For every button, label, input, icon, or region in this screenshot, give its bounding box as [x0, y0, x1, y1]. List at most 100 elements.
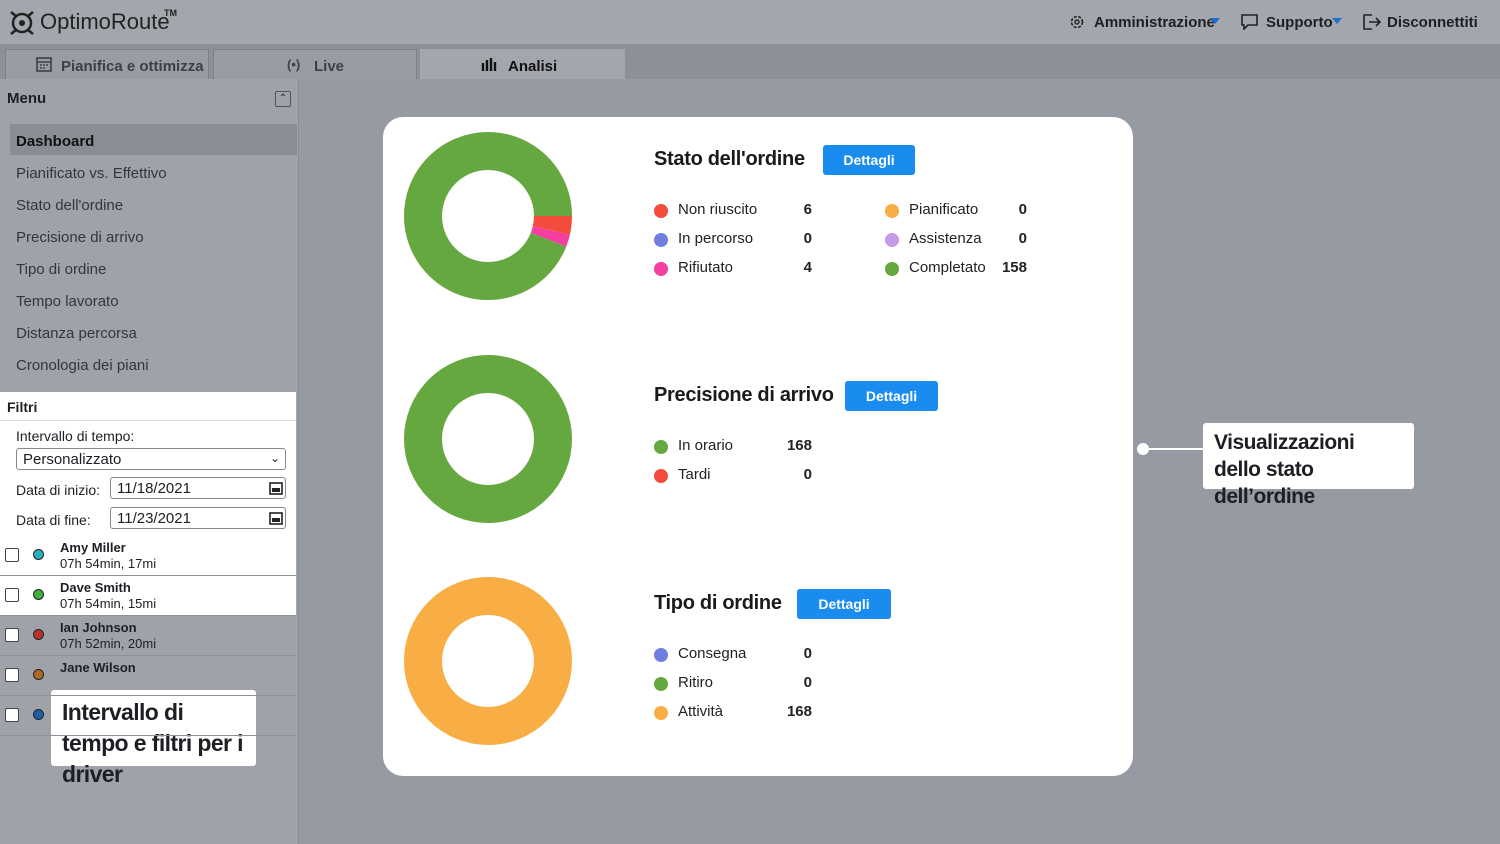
tab[interactable]: [5, 49, 209, 79]
legend-dot: [654, 204, 668, 218]
legend-value: 0: [803, 674, 812, 691]
driver-row-border: [0, 735, 296, 736]
menu-item[interactable]: Dashboard: [16, 133, 95, 150]
panel-title: Tipo di ordine: [654, 592, 782, 614]
panel-title: Stato dell'ordine: [654, 148, 805, 170]
driver-name: Ian Johnson: [60, 620, 137, 635]
legend-label: Consegna: [678, 645, 747, 662]
legend-value: 4: [803, 259, 812, 276]
tab-label: Live: [314, 58, 345, 75]
donut-segment: [403, 355, 572, 523]
driver-color: [33, 549, 44, 560]
callout-line: [1143, 448, 1203, 450]
menu-item[interactable]: Pianificato vs. Effettivo: [16, 165, 167, 182]
callout: Intervallo di tempo e filtri per i drive…: [51, 690, 256, 787]
menu-item[interactable]: Tempo lavorato: [16, 293, 119, 310]
admin-menu[interactable]: Amministrazione: [1094, 14, 1215, 31]
checkbox[interactable]: [5, 708, 19, 722]
support-menu[interactable]: Supporto: [1266, 14, 1333, 31]
tab-active[interactable]: [420, 49, 625, 79]
menu-item[interactable]: Precisione di arrivo: [16, 229, 144, 246]
legend-dot: [885, 233, 899, 247]
collapse-button[interactable]: ⌃: [275, 91, 291, 107]
chat-icon: [1241, 14, 1258, 30]
callout-dot: [1137, 443, 1149, 455]
driver-name: Dave Smith: [60, 580, 131, 595]
driver-detail: 07h 54min, 17mi: [60, 556, 157, 571]
driver-row-border: [0, 575, 296, 576]
donut-segment: [530, 225, 570, 247]
legend-label: Non riuscito: [678, 201, 758, 218]
checkbox[interactable]: [5, 628, 19, 642]
driver-color: [33, 589, 44, 600]
driver-row: [0, 575, 296, 615]
caret: [1332, 18, 1342, 24]
gear-icon: [1070, 15, 1084, 29]
legend-label: Rifiutato: [678, 259, 734, 276]
logout[interactable]: Disconnettiti: [1387, 14, 1478, 31]
legend-label: In orario: [678, 437, 734, 454]
logout-icon: [1363, 14, 1381, 30]
legend-label: Attività: [678, 703, 724, 720]
calendar-icon: [269, 482, 283, 495]
filter-title: Filtri: [7, 399, 38, 415]
legend-value: 0: [803, 230, 812, 247]
legend-value: 6: [803, 201, 812, 218]
donut-segment: [403, 577, 572, 745]
panel-title: Precisione di arrivo: [654, 384, 834, 406]
trademark: TM: [164, 8, 177, 18]
driver-color: [33, 709, 44, 720]
range-select[interactable]: Personalizzato: [16, 448, 286, 470]
details-button[interactable]: Dettagli: [845, 381, 938, 411]
menu-item[interactable]: Stato dell'ordine: [16, 197, 124, 214]
tab[interactable]: [213, 49, 417, 79]
donut-segment: [532, 215, 572, 235]
driver-row-border: [0, 695, 296, 696]
legend-label: Tardi: [678, 466, 711, 483]
donut-segment: [404, 132, 572, 300]
checkbox[interactable]: [5, 548, 19, 562]
logo-icon: [10, 11, 34, 35]
legend-dot: [654, 706, 668, 720]
live-icon: (•): [287, 57, 301, 72]
range-label: Intervallo di tempo:: [16, 428, 135, 444]
driver-row-border: [0, 655, 296, 656]
checkbox[interactable]: [5, 588, 19, 602]
calendar-icon: [269, 512, 283, 525]
details-button[interactable]: Dettagli: [823, 145, 915, 175]
calendar-icon: [36, 57, 52, 72]
start-label: Data di inizio:: [16, 482, 101, 498]
driver-detail: 07h 54min, 15mi: [60, 596, 157, 611]
legend-label: Assistenza: [909, 230, 982, 247]
end-date[interactable]: 11/23/2021: [110, 507, 286, 529]
dashboard-card: [383, 117, 1133, 776]
details-button[interactable]: Dettagli: [797, 589, 891, 619]
menu-item[interactable]: Distanza percorsa: [16, 325, 137, 342]
driver-color: [33, 629, 44, 640]
legend-label: In percorso: [678, 230, 754, 247]
menu-selected: [10, 124, 297, 155]
driver-name: Amy Miller: [60, 540, 126, 555]
menu-item[interactable]: Cronologia dei piani: [16, 357, 149, 374]
legend-value: 0: [1018, 230, 1027, 247]
divider: [0, 420, 296, 421]
legend-dot: [654, 440, 668, 454]
legend-dot: [654, 677, 668, 691]
legend-label: Pianificato: [909, 201, 979, 218]
checkbox[interactable]: [5, 668, 19, 682]
legend-dot: [885, 204, 899, 218]
header: [0, 0, 1500, 44]
legend-dot: [654, 469, 668, 483]
menu-item[interactable]: Tipo di ordine: [16, 261, 107, 278]
legend-value: 0: [1018, 201, 1027, 218]
start-date[interactable]: 11/18/2021: [110, 477, 286, 499]
legend-value: 158: [1001, 259, 1027, 276]
driver-detail: 07h 52min, 20mi: [60, 636, 157, 651]
logo: OptimoRoute: [40, 9, 170, 34]
callout: Visualizzazioni dello stato dell’ordine: [1203, 423, 1414, 508]
tab-label: Pianifica e ottimizza: [61, 58, 204, 75]
menu-title: Menu: [7, 90, 47, 107]
bars-icon: [481, 58, 497, 71]
